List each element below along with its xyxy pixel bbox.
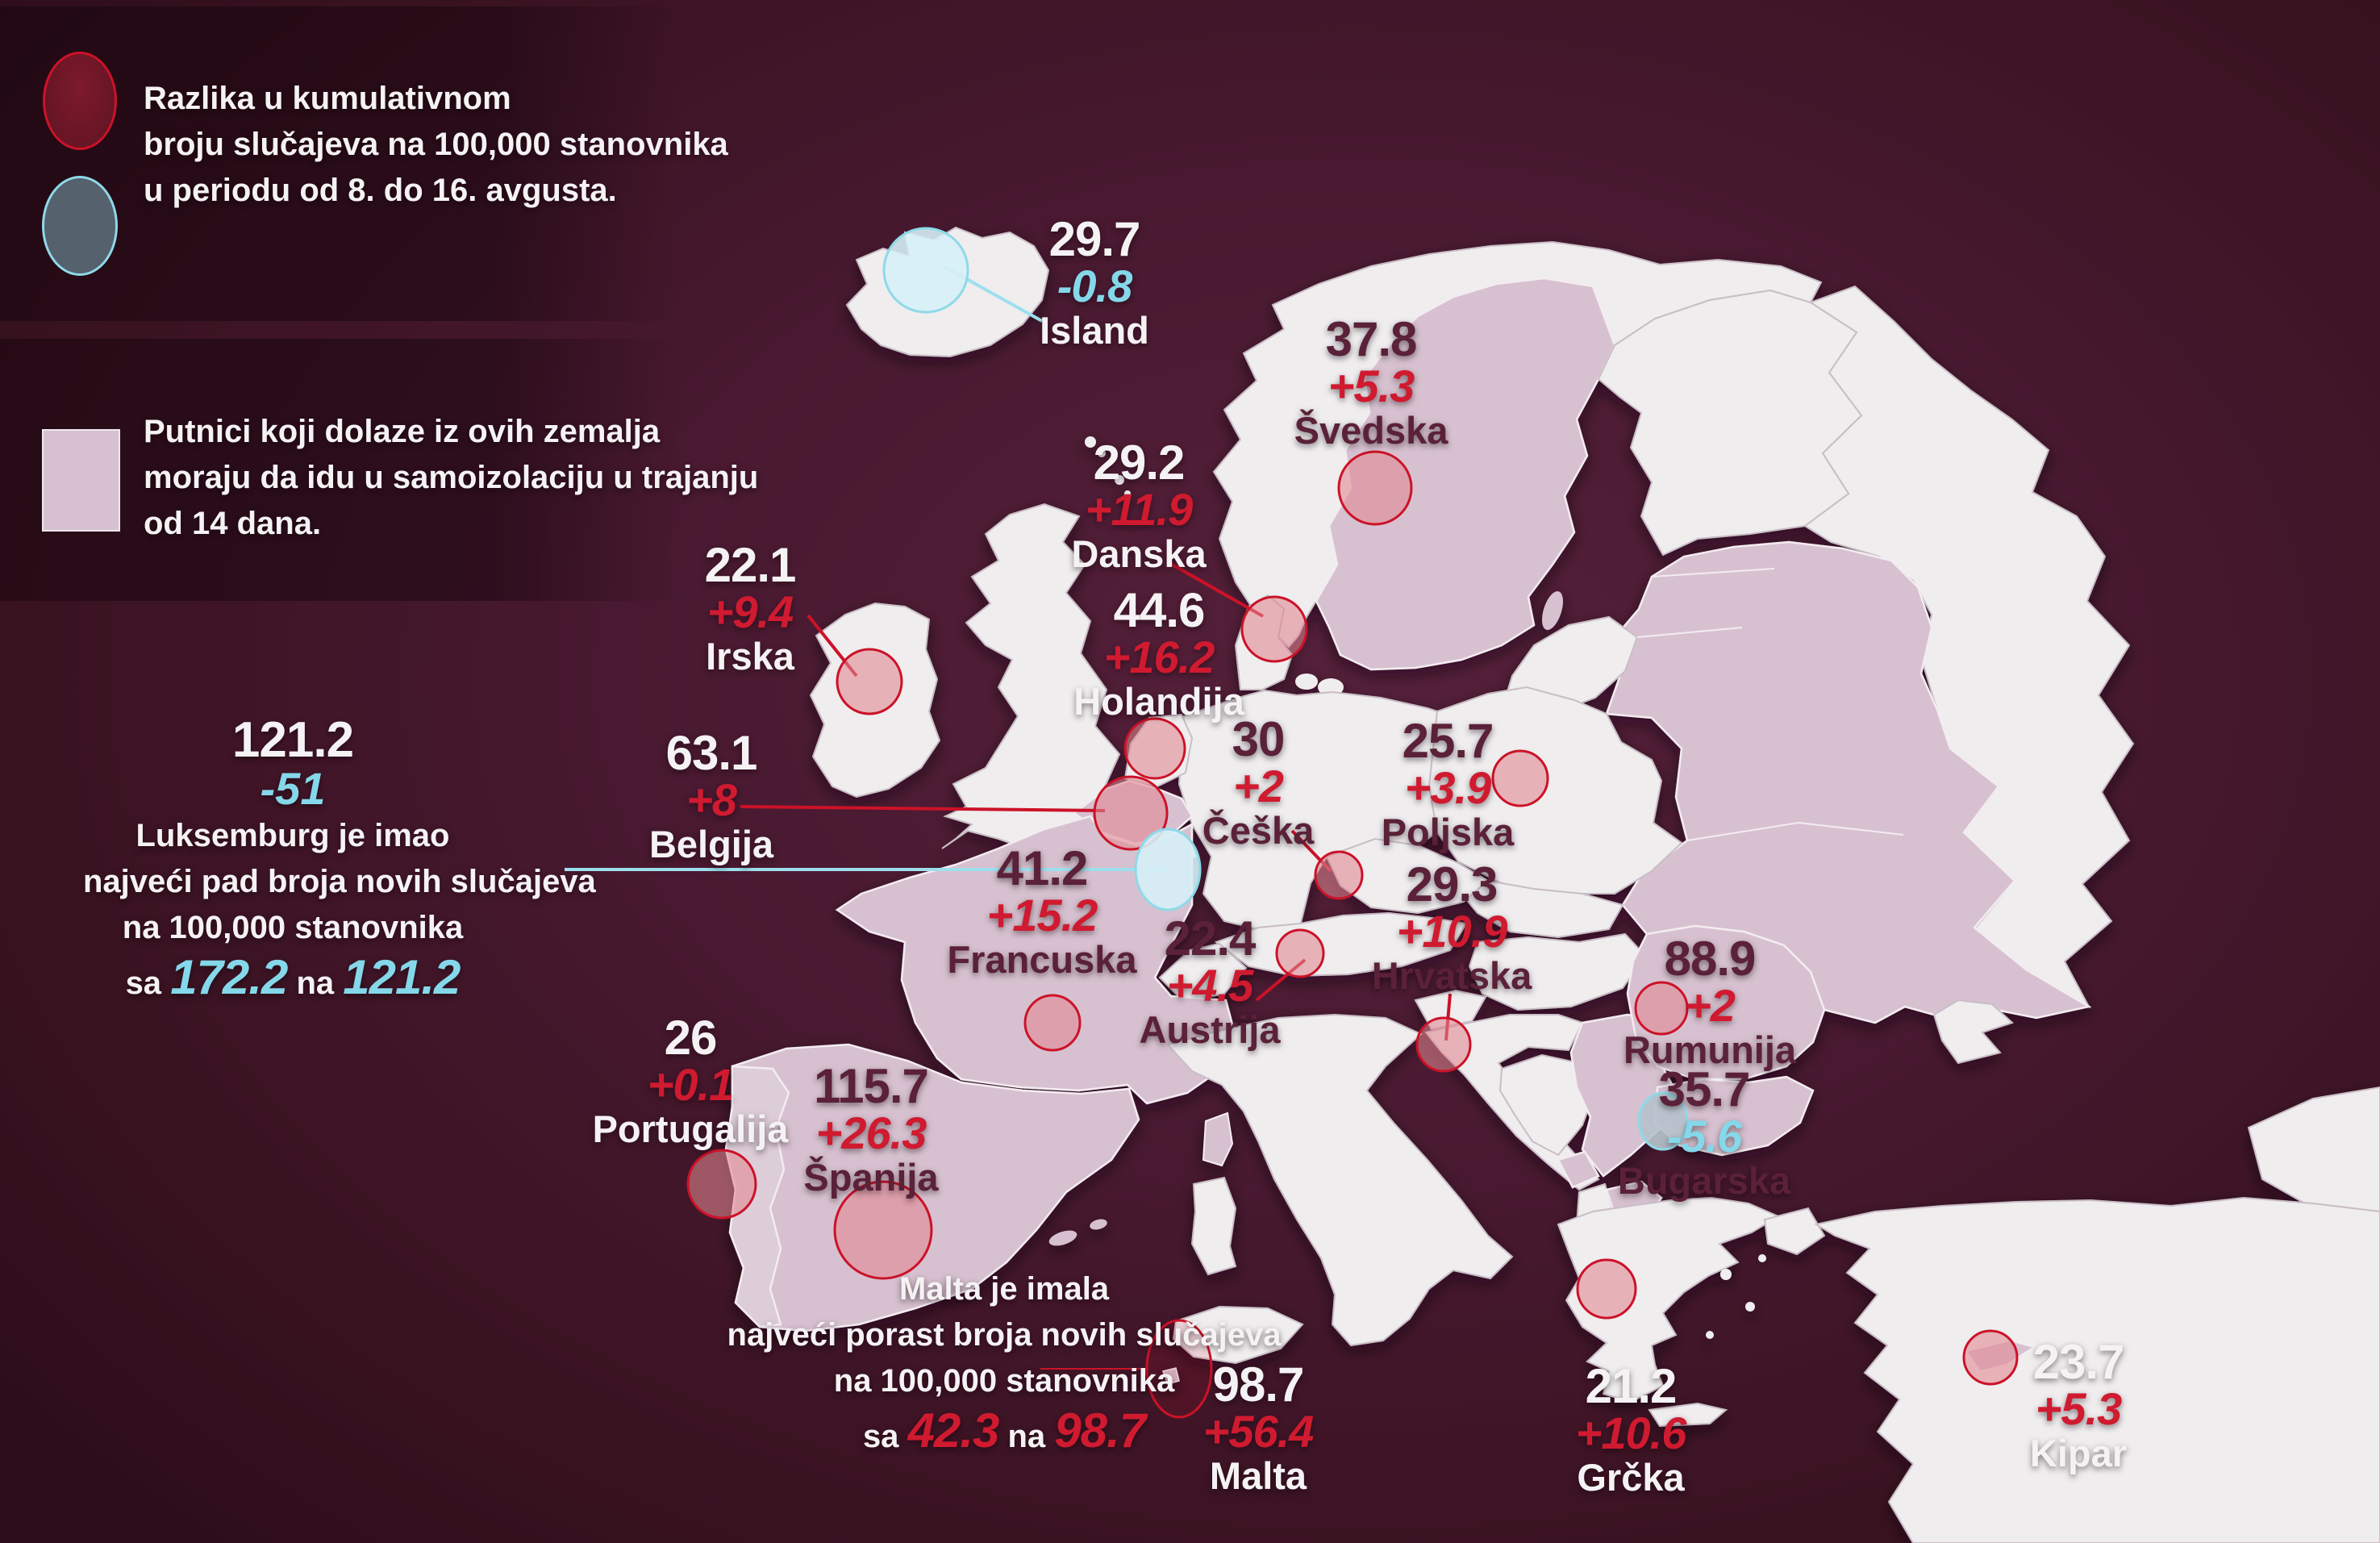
- luksemburg-marker-circle: [1134, 828, 1202, 911]
- map-denmark-isle-1: [1295, 673, 1318, 690]
- map-slovakia: [1465, 879, 1624, 939]
- spanija-marker-circle: [833, 1180, 933, 1280]
- map-poland: [1428, 686, 1683, 895]
- belgija-marker-circle: [1093, 775, 1169, 851]
- legend-marker-note-line1: Razlika u kumulativnom: [144, 81, 511, 116]
- legend-quarantine-swatch-icon: [42, 429, 120, 532]
- legend-quarantine-note-line1: Putnici koji dolaze iz ovih zemalja: [144, 414, 661, 449]
- island-marker-circle: [882, 227, 969, 314]
- map-denmark-isle-2: [1318, 678, 1344, 696]
- map-turkey: [1814, 1196, 2380, 1543]
- map-border-latvia-estonia: [1651, 568, 1775, 578]
- map-faroe-1: [1085, 436, 1096, 448]
- legend-panel-markers: [0, 6, 681, 321]
- map-aegean-1: [1720, 1269, 1732, 1280]
- map-finland: [1597, 289, 1863, 557]
- map-faroe-2: [1098, 449, 1106, 457]
- austrija-marker-circle: [1275, 928, 1325, 978]
- map-gotland: [1541, 590, 1564, 631]
- legend-blue-circle-icon: [42, 176, 118, 276]
- legend-quarantine-note-line2: moraju da idu u samoizolaciju u trajanju: [144, 460, 759, 495]
- legend-marker-note-line3: u periodu od 8. do 16. avgusta.: [144, 173, 617, 208]
- portugalija-marker-circle: [686, 1149, 757, 1220]
- map-crete: [1648, 1402, 1728, 1428]
- map-bosnia: [1498, 1053, 1597, 1157]
- map-romania: [1626, 924, 1826, 1081]
- map-italy: [1166, 1013, 1514, 1347]
- holandija-marker-circle: [1123, 717, 1186, 780]
- bugarska-marker-circle: [1637, 1091, 1689, 1151]
- map-shetland-2: [1124, 490, 1131, 497]
- map-balearic-1: [1048, 1230, 1077, 1246]
- map-malta-island: [1162, 1367, 1180, 1385]
- legend-quarantine-note: Putnici koji dolaze iz ovih zemalja mora…: [144, 409, 758, 547]
- map-border-belarus-ukraine: [1686, 821, 1904, 841]
- ceska-marker-circle: [1314, 850, 1364, 900]
- grcka-marker-circle: [1576, 1258, 1637, 1320]
- map-border-latvia-lithuania: [1636, 627, 1743, 638]
- map-greece: [1557, 1196, 1781, 1403]
- map-montenegro: [1557, 1150, 1600, 1189]
- rumunija-marker-circle: [1634, 981, 1689, 1036]
- kipar-marker-circle: [1962, 1329, 2019, 1386]
- country-markers: [686, 227, 2019, 1419]
- map-great-britain: [941, 503, 1121, 850]
- danska-marker-circle: [1240, 595, 1308, 663]
- francuska-marker-circle: [1023, 994, 1082, 1052]
- danska-leader-line: [1169, 561, 1264, 618]
- legend-marker-note-line2: broju slučajeva na 100,000 stanovnika: [144, 127, 728, 162]
- map-aegean-2: [1745, 1302, 1755, 1312]
- map-turkey-thrace: [1763, 1207, 1826, 1256]
- legend-marker-note: Razlika u kumulativnom broju slučajeva n…: [144, 76, 728, 214]
- legend-red-circle-icon: [43, 52, 117, 150]
- map-balearic-2: [1090, 1219, 1107, 1230]
- legend-quarantine-note-line3: od 14 dana.: [144, 506, 322, 541]
- map-crimea: [1932, 999, 2014, 1065]
- map-east-quarantine-region: [1605, 540, 2092, 1024]
- hrvatska-marker-circle: [1415, 1016, 1472, 1073]
- map-aegean-4: [1758, 1254, 1766, 1262]
- belgija-leader-line: [740, 805, 1106, 812]
- map-sicily: [1172, 1305, 1304, 1365]
- svedska-marker-circle: [1337, 450, 1413, 526]
- malta-marker-circle: [1145, 1319, 1213, 1419]
- map-sardinia: [1190, 1176, 1237, 1276]
- map-shetland-1: [1115, 475, 1124, 485]
- map-aegean-3: [1706, 1331, 1714, 1339]
- poljska-marker-circle: [1491, 749, 1549, 807]
- map-corsica: [1202, 1111, 1234, 1167]
- map-hungary: [1468, 932, 1647, 1011]
- map-caucasus: [2247, 1086, 2380, 1228]
- irska-marker-circle: [836, 648, 903, 715]
